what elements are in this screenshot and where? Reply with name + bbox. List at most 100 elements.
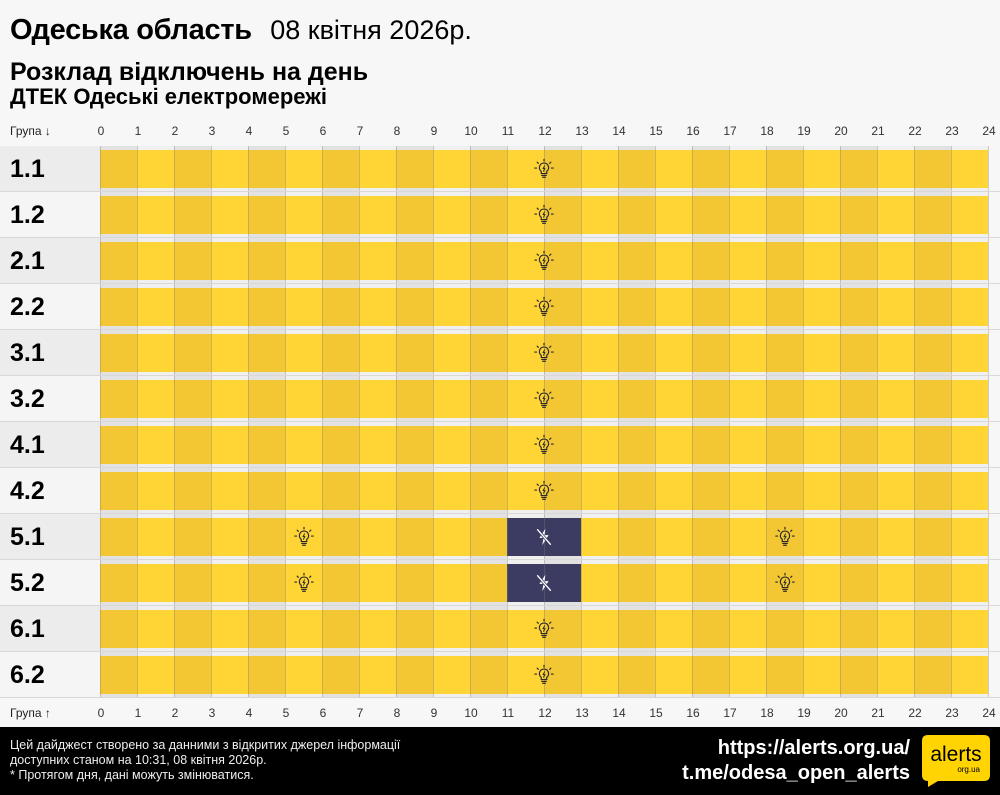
hour-cell-on <box>914 334 951 372</box>
hour-cell-on <box>211 334 248 372</box>
hour-tick: 24 <box>982 124 996 138</box>
hour-cell-on <box>803 610 840 648</box>
hour-cell-on <box>137 288 174 326</box>
group-label: 3.2 <box>0 376 100 422</box>
group-timeline <box>100 238 989 284</box>
hour-cell-on <box>396 610 433 648</box>
hour-cell-on <box>766 426 803 464</box>
group-label: 4.2 <box>0 468 100 514</box>
hour-cell-on <box>359 196 396 234</box>
hour-cell-on <box>470 426 507 464</box>
hour-tick: 11 <box>501 706 515 720</box>
hour-cell-on <box>803 656 840 694</box>
hour-cell-on <box>618 288 655 326</box>
hour-cell-on <box>137 242 174 280</box>
hour-cell-on <box>840 288 877 326</box>
group-label: 6.1 <box>0 606 100 652</box>
hour-cell-on <box>322 196 359 234</box>
schedule-date: 08 квітня 2026р. <box>270 15 472 45</box>
hour-cell-on <box>100 564 137 602</box>
hour-tick: 20 <box>834 124 848 138</box>
hour-cell-on <box>840 656 877 694</box>
group-timeline <box>100 514 989 560</box>
telegram-link[interactable]: t.me/odesa_open_alerts <box>682 762 910 784</box>
hour-cell-on <box>137 610 174 648</box>
hour-cell-on <box>655 288 692 326</box>
hour-tick: 4 <box>245 706 253 720</box>
hour-cell-on <box>285 334 322 372</box>
hour-tick: 21 <box>871 706 885 720</box>
hour-tick: 8 <box>393 124 401 138</box>
hour-cell-on <box>877 656 914 694</box>
hour-cell-on <box>692 380 729 418</box>
hour-cell-on <box>692 564 729 602</box>
hour-cell-on <box>433 380 470 418</box>
hour-cell-on <box>840 564 877 602</box>
group-row: 2.1 <box>0 238 1000 284</box>
hour-tick: 13 <box>575 706 589 720</box>
hour-cell-on <box>433 288 470 326</box>
hour-cell-on <box>692 334 729 372</box>
hour-tick: 3 <box>208 706 216 720</box>
hour-cell-on <box>877 426 914 464</box>
lightbulb-icon <box>533 388 555 410</box>
hour-cell-on <box>470 196 507 234</box>
website-link[interactable]: https://alerts.org.ua/ <box>717 737 910 759</box>
hour-cell-on <box>322 564 359 602</box>
hour-cell-on <box>655 610 692 648</box>
hour-cell-on <box>433 518 470 556</box>
hour-axis-bottom: Група ↑ 0 1 2 3 4 5 6 7 8 9 10 11 12 13 14 15 16 17 18 19 20… <box>0 702 1000 724</box>
hour-cell-on <box>655 242 692 280</box>
footer: Цей дайджест створено за данними з відкр… <box>0 727 1000 795</box>
hour-cell-on <box>618 426 655 464</box>
hour-tick: 17 <box>723 706 737 720</box>
group-timeline <box>100 422 989 468</box>
hour-cell-on <box>396 242 433 280</box>
hour-cell-on <box>285 426 322 464</box>
hour-cell-on <box>692 288 729 326</box>
group-timeline <box>100 652 989 698</box>
hour-cell-on <box>877 242 914 280</box>
hour-cell-on <box>470 242 507 280</box>
hour-cell-on <box>618 242 655 280</box>
svg-text:alerts: alerts <box>930 743 981 766</box>
hour-cell-on <box>433 564 470 602</box>
group-row: 5.1 <box>0 514 1000 560</box>
hour-cell-on <box>248 150 285 188</box>
hour-cell-on <box>174 150 211 188</box>
hour-cell-on <box>285 242 322 280</box>
hour-cell-on <box>655 426 692 464</box>
hour-tick: 5 <box>282 124 290 138</box>
hour-cell-on <box>618 564 655 602</box>
hour-cell-on <box>433 196 470 234</box>
hour-tick: 16 <box>686 124 700 138</box>
hour-cell-on <box>137 426 174 464</box>
lightbulb-icon <box>533 158 555 180</box>
hour-cell-on <box>211 426 248 464</box>
lightbulb-icon <box>533 434 555 456</box>
hour-cell-on <box>100 472 137 510</box>
hour-cell-on <box>322 334 359 372</box>
group-row: 6.1 <box>0 606 1000 652</box>
hour-cell-on <box>174 334 211 372</box>
hour-cell-on <box>359 472 396 510</box>
hour-cell-on <box>544 334 581 372</box>
hour-cell-on <box>396 564 433 602</box>
hour-cell-on <box>618 150 655 188</box>
hour-cell-on <box>174 196 211 234</box>
hour-cell-on <box>174 610 211 648</box>
hour-cell-on <box>840 426 877 464</box>
hour-cell-on <box>322 288 359 326</box>
hour-cell-on <box>840 242 877 280</box>
hour-cell-off <box>507 564 544 602</box>
hour-cell-on <box>803 288 840 326</box>
hour-cell-on <box>618 518 655 556</box>
lightbulb-icon <box>774 526 796 548</box>
hour-tick: 7 <box>356 706 364 720</box>
hour-cell-on <box>951 656 988 694</box>
hour-cell-on <box>618 196 655 234</box>
group-timeline <box>100 376 989 422</box>
hour-tick: 9 <box>430 124 438 138</box>
outage-schedule-grid: 1.1 1.2 2.1 2.2 3.1 3.2 4.1 4.2 5.1 5.2 6.1 6.2 <box>0 146 1000 698</box>
hour-cell-on <box>544 656 581 694</box>
